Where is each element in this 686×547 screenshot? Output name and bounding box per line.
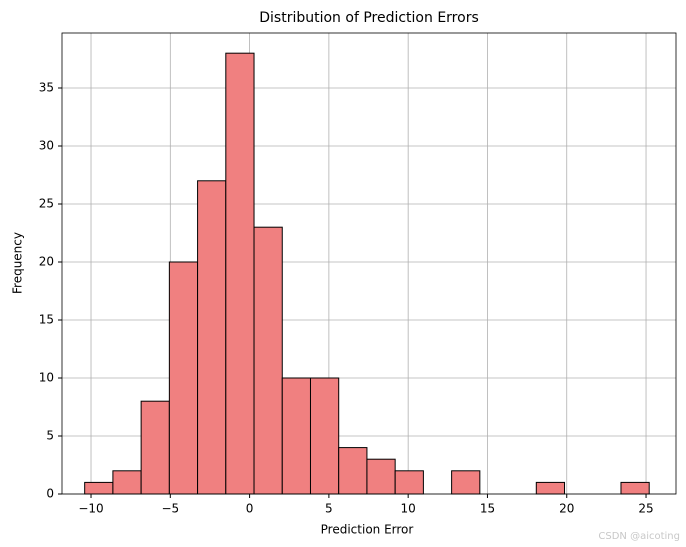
bar bbox=[309, 377, 340, 495]
x-tick-label: 25 bbox=[638, 502, 653, 516]
y-tick-label: 5 bbox=[46, 428, 54, 442]
x-tick-label: 5 bbox=[325, 502, 333, 516]
y-axis-label: Frequency bbox=[11, 232, 25, 294]
plot-frame bbox=[61, 32, 677, 495]
y-tick-label: 35 bbox=[39, 80, 54, 94]
y-tick-label: 15 bbox=[39, 312, 54, 326]
y-tick-label: 0 bbox=[46, 487, 54, 501]
bar bbox=[338, 447, 368, 495]
bar bbox=[112, 470, 142, 495]
bar bbox=[535, 481, 566, 495]
y-tick-label: 20 bbox=[39, 254, 54, 268]
bar bbox=[168, 261, 199, 495]
x-tick-label: 10 bbox=[401, 502, 416, 516]
x-axis-label: Prediction Error bbox=[321, 523, 414, 537]
bar bbox=[366, 458, 396, 495]
bar bbox=[84, 481, 114, 495]
bar bbox=[394, 470, 424, 495]
bar bbox=[197, 180, 227, 495]
y-tick-label: 25 bbox=[39, 196, 54, 210]
bar bbox=[620, 481, 650, 495]
x-tick-label: 20 bbox=[559, 502, 574, 516]
y-tick-label: 10 bbox=[39, 370, 54, 384]
bar bbox=[253, 226, 283, 495]
chart-title: Distribution of Prediction Errors bbox=[259, 10, 479, 26]
bar bbox=[281, 377, 311, 495]
bar bbox=[451, 470, 481, 495]
watermark: CSDN @aicoting bbox=[598, 531, 680, 542]
x-tick-label: 15 bbox=[480, 502, 495, 516]
x-tick-label: 0 bbox=[246, 502, 254, 516]
bar bbox=[140, 400, 170, 495]
x-tick-label: −10 bbox=[78, 502, 103, 516]
y-tick-label: 30 bbox=[39, 138, 54, 152]
bar bbox=[225, 52, 255, 495]
x-tick-label: −5 bbox=[161, 502, 179, 516]
